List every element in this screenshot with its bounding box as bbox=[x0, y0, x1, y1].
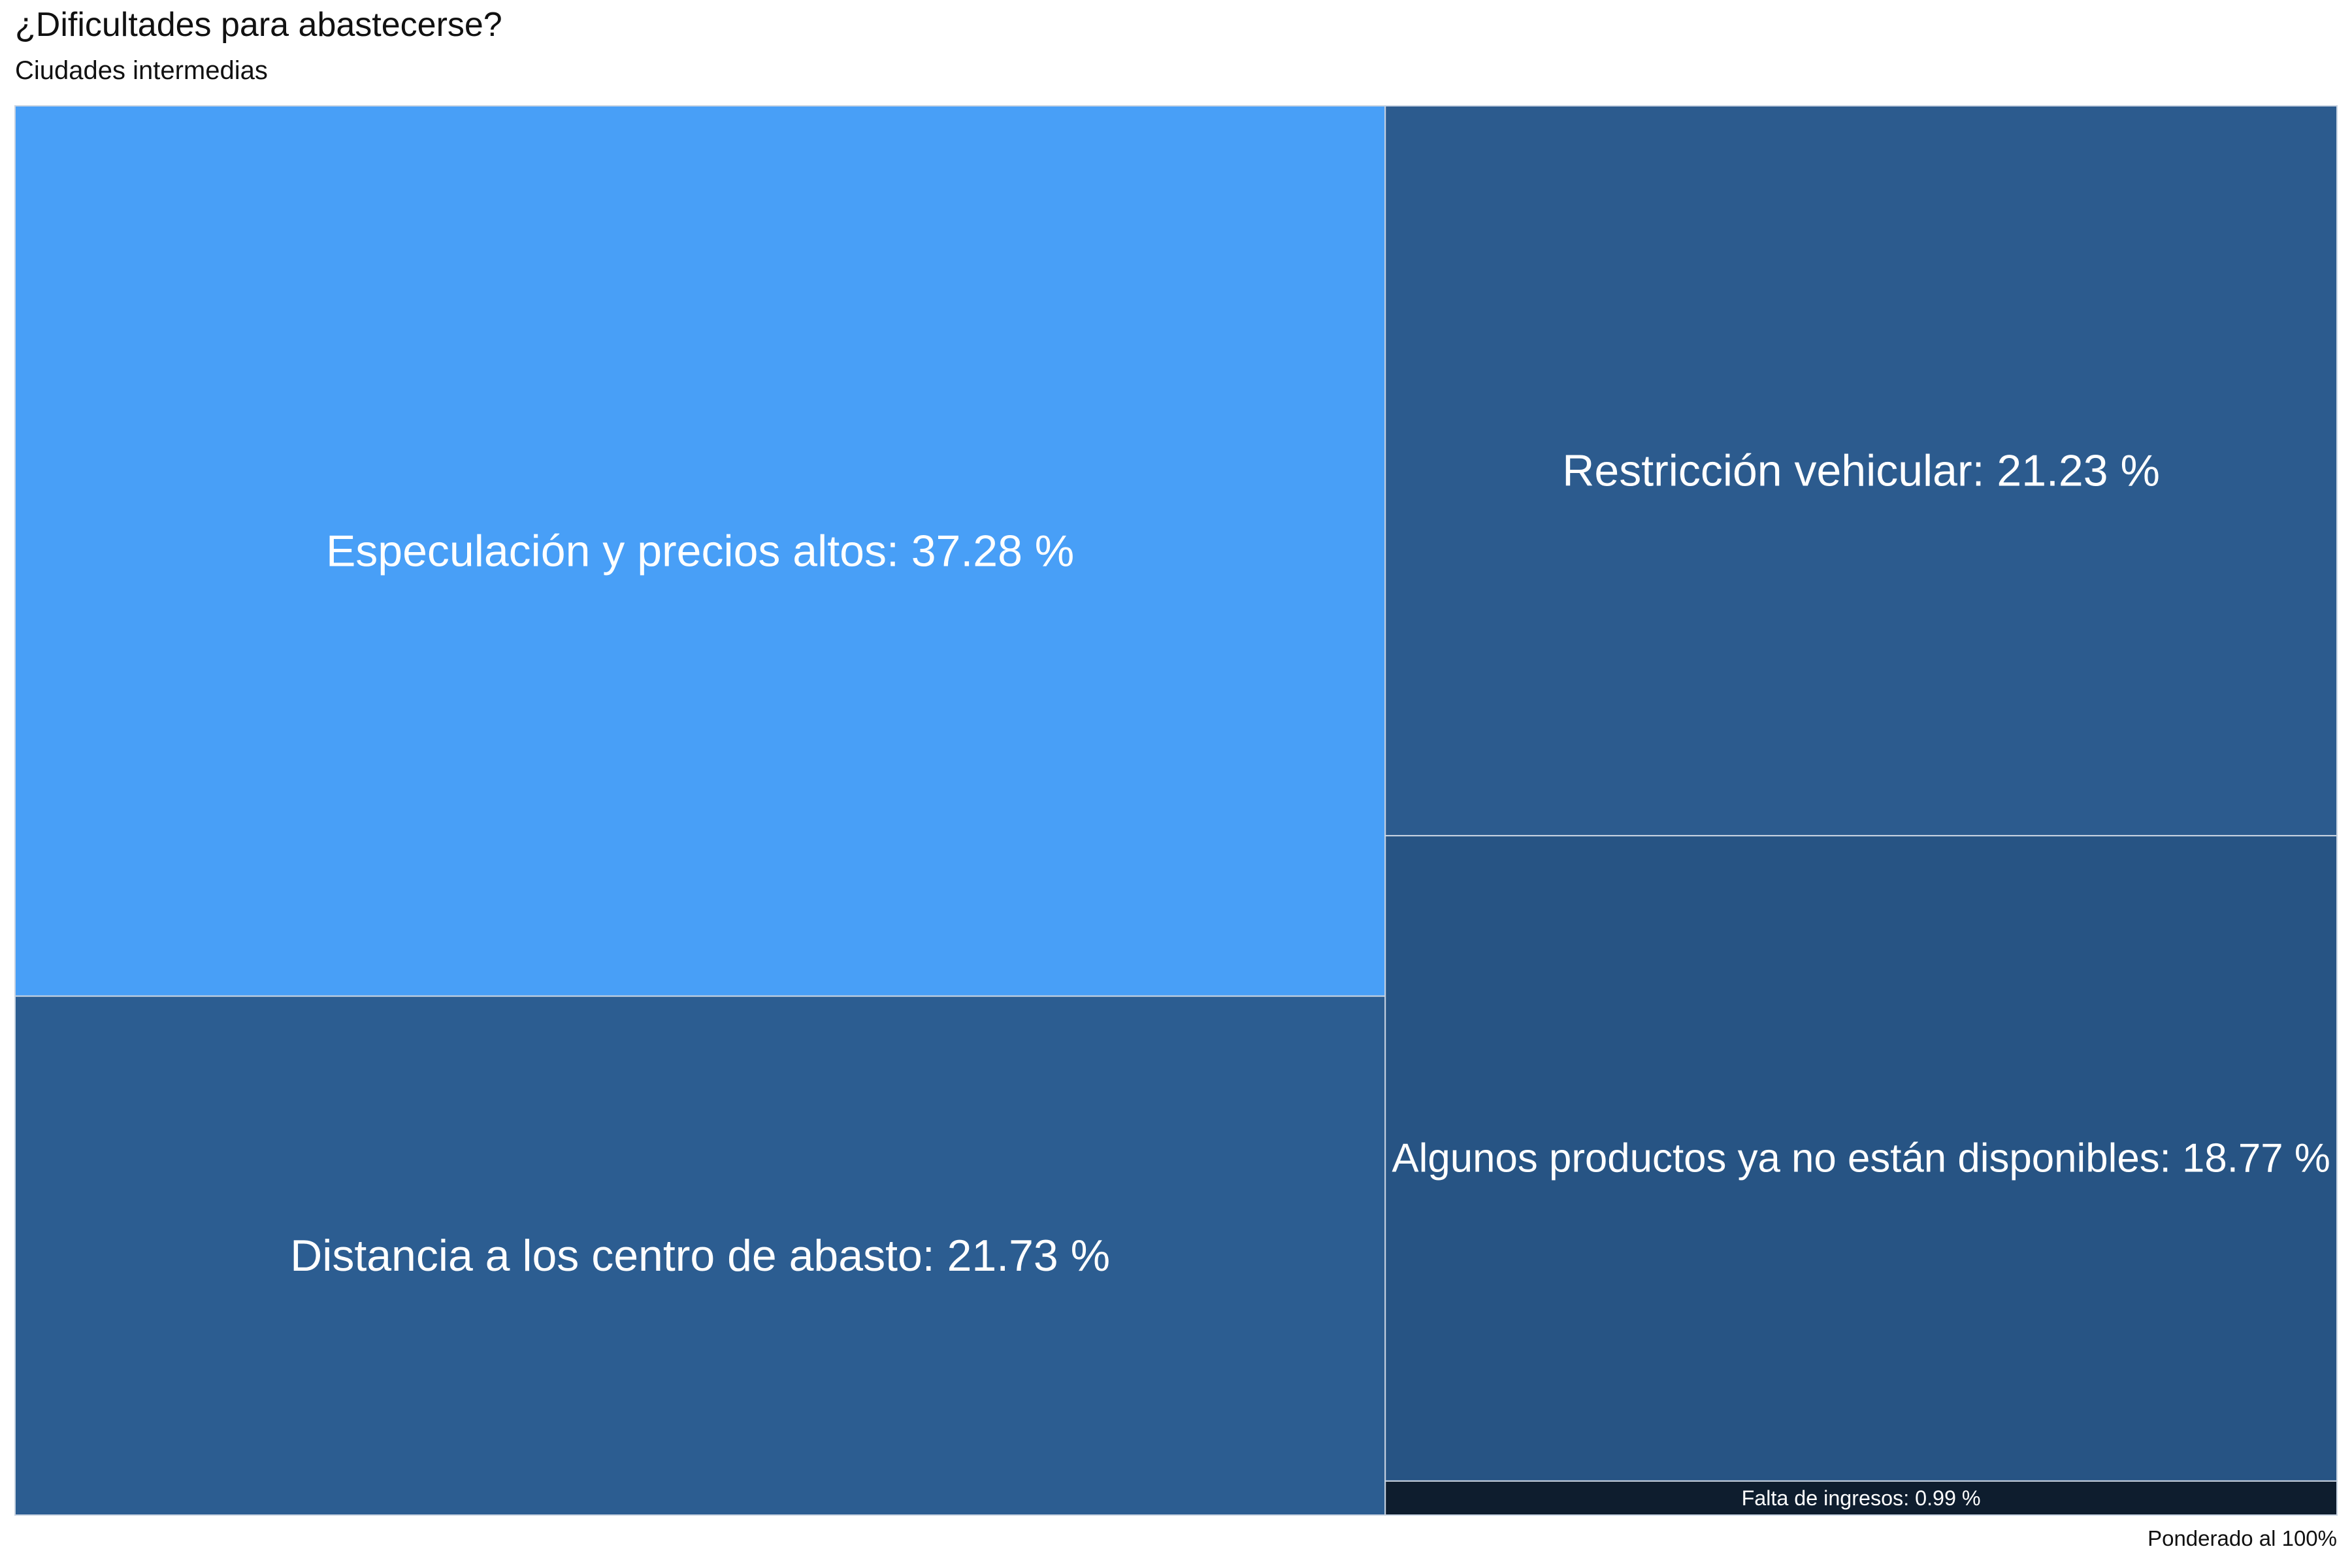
treemap-label-algunos-productos-ya-no-estan-disponibles: Algunos productos ya no están disponible… bbox=[1392, 1136, 2330, 1181]
treemap-tile-algunos-productos-ya-no-estan-disponibles bbox=[1384, 835, 2338, 1482]
treemap-label-restriccion-vehicular: Restricción vehicular: 21.23 % bbox=[1562, 446, 2160, 496]
chart-title: ¿Dificultades para abastecerse? bbox=[15, 6, 502, 44]
treemap-label-distancia-a-los-centro-de-abasto: Distancia a los centro de abasto: 21.73 … bbox=[290, 1231, 1110, 1281]
chart-caption: Ponderado al 100% bbox=[2148, 1526, 2337, 1550]
treemap-label-falta-de-ingresos: Falta de ingresos: 0.99 % bbox=[1742, 1486, 1981, 1510]
treemap-tile-restriccion-vehicular bbox=[1384, 105, 2338, 837]
treemap-label-especulacion-y-precios-altos: Especulación y precios altos: 37.28 % bbox=[326, 526, 1074, 576]
treemap-tile-falta-de-ingresos bbox=[1384, 1480, 2338, 1516]
treemap-tile-especulacion-y-precios-altos bbox=[14, 105, 1386, 997]
chart-subtitle: Ciudades intermedias bbox=[15, 56, 268, 85]
treemap-tile-distancia-a-los-centro-de-abasto bbox=[14, 995, 1386, 1516]
